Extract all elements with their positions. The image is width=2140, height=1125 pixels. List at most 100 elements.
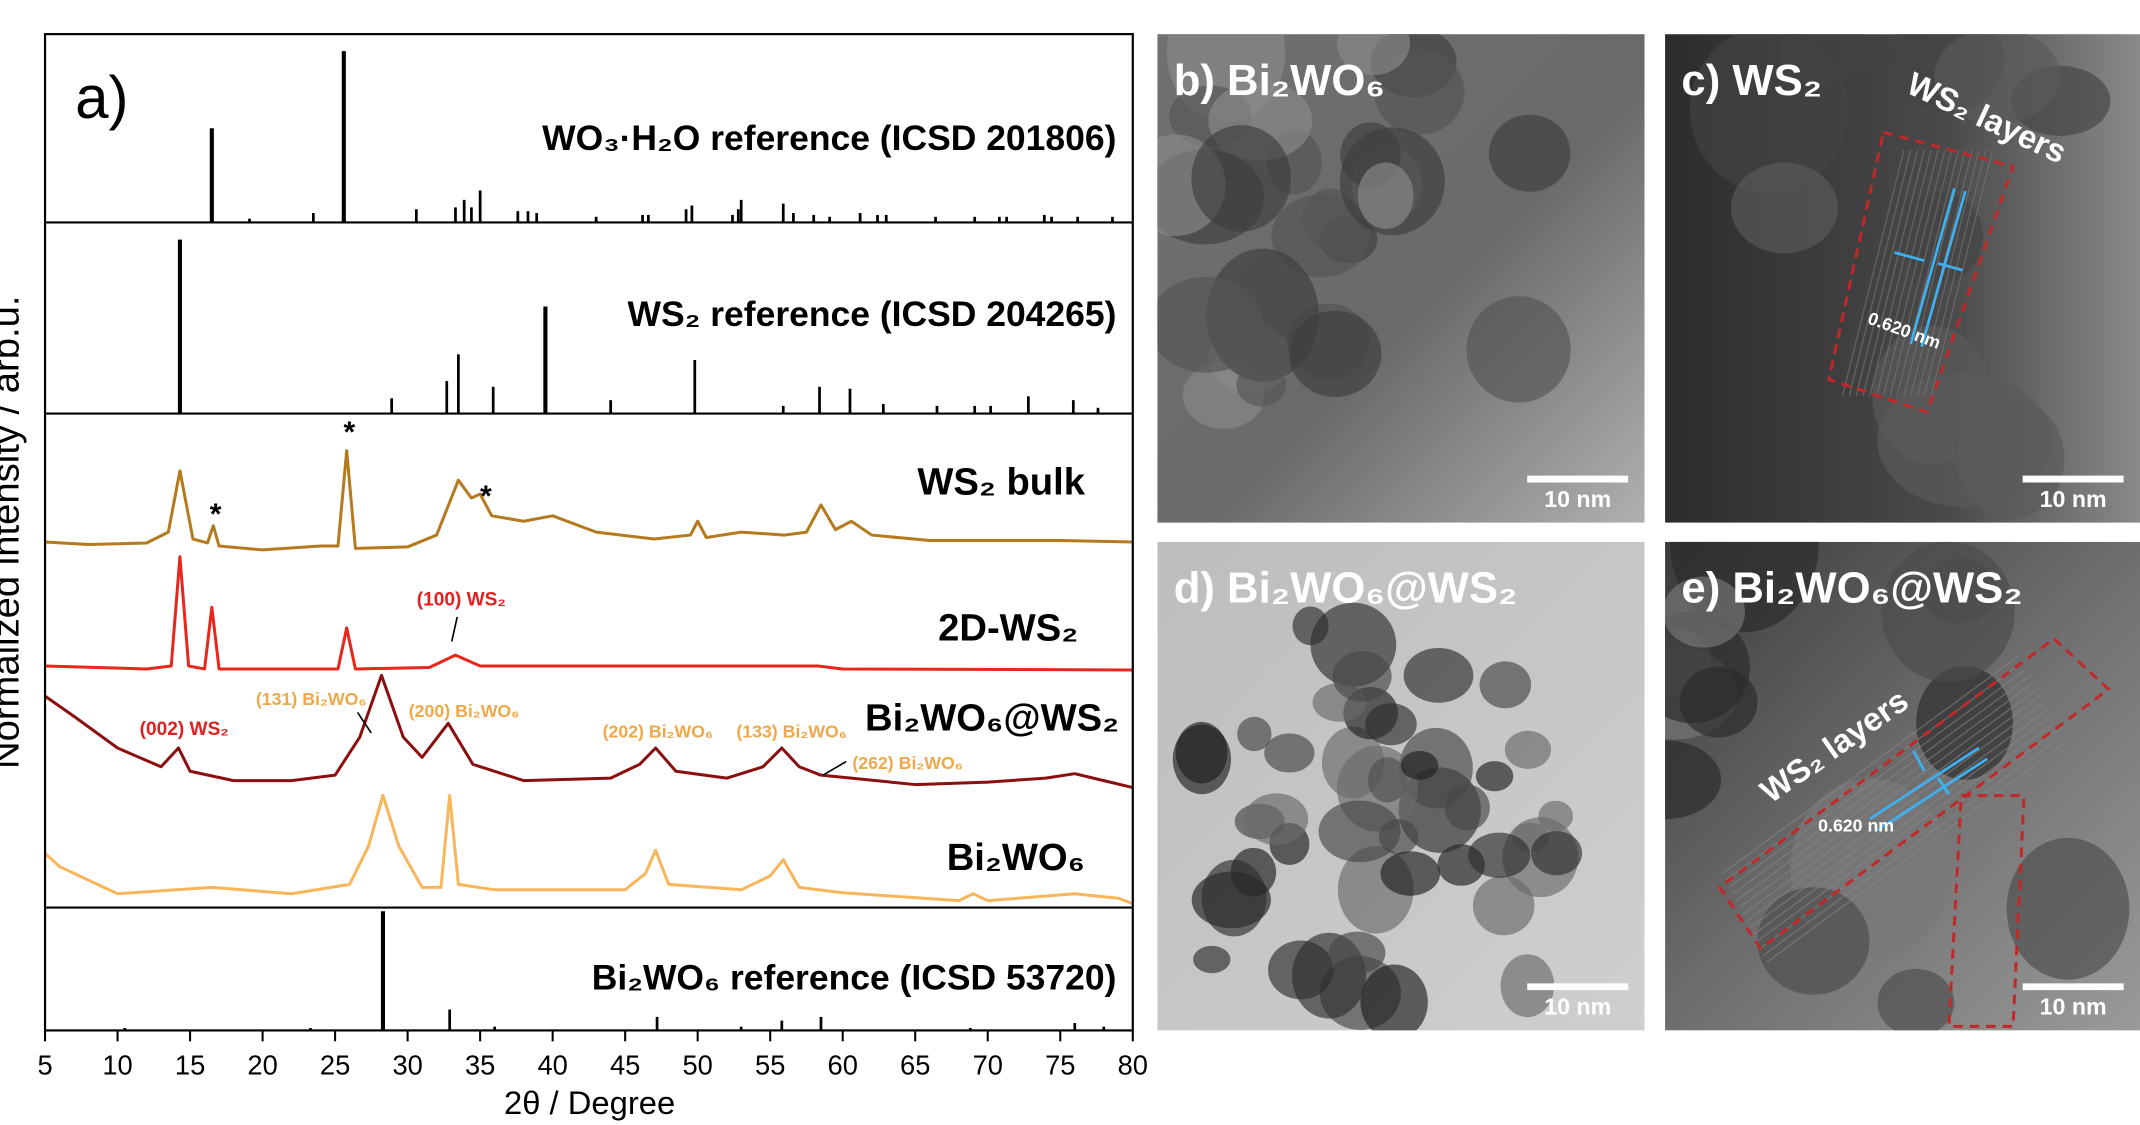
tem-particle [1337,34,1410,76]
tem-particle [1378,819,1419,855]
tem-particle [1466,296,1571,403]
peak-annotation: * [210,498,222,531]
tem-particle [1679,666,1758,738]
x-tick-label: 15 [175,1049,205,1080]
lattice-fringe [1756,722,2055,943]
spacing-arrow [1937,262,1963,272]
xrd-curve [44,449,1133,552]
lattice-fringe [1728,668,2028,888]
tem-particle [1934,34,2061,124]
layer-box [1827,130,2016,415]
lattice-fringe [1869,149,1932,396]
tem-particle [1264,733,1315,773]
peak-annotation: * [480,480,492,513]
tem-image [1665,34,2140,523]
tem-particle [1236,362,1287,407]
x-tick-label: 80 [1118,1049,1148,1080]
tem-particle [1237,716,1272,752]
tem-panel-label: b) Bi₂WO₆ [1174,56,1385,105]
lattice-fringe [1721,654,2021,875]
annotation-leader [356,711,372,734]
tem-particle [1488,114,1571,192]
tem-particle [1665,740,1722,820]
tem-particle [1318,800,1401,863]
x-tick-label: 35 [465,1049,495,1080]
peak-annotation: (133) Bi₂WO₆ [736,722,847,742]
lattice-fringe [1841,149,1905,396]
tem-particle [1778,34,1870,85]
tem-particle [1757,887,1870,995]
x-tick-label: 60 [828,1049,858,1080]
x-axis-label: 2θ / Degree [504,1084,675,1121]
x-tick-label: 30 [392,1049,422,1080]
tem-image [1665,541,2140,1031]
x-tick-label: 55 [755,1049,785,1080]
x-tick-label: 50 [683,1049,713,1080]
tem-particle [1403,648,1474,703]
lattice-fringe [1848,149,1912,396]
tem-particle [1380,851,1441,896]
spacing-line [1869,746,1980,821]
x-tick-label: 70 [973,1049,1003,1080]
x-tick-label: 45 [610,1049,640,1080]
tem-image [1157,541,1645,1031]
series-label: Bi₂WO₆@WS₂ [865,697,1119,740]
series-label: WS₂ reference (ICSD 204265) [628,294,1117,334]
peak-annotation: (202) Bi₂WO₆ [603,722,714,742]
tem-panel-label: c) WS₂ [1681,56,1822,105]
lattice-fringe [1762,736,2062,956]
xrd-curve [44,555,1133,672]
x-tick-label: 5 [37,1049,52,1080]
lattice-fringe [1916,149,1980,396]
series-label: Bi₂WO₆ reference (ICSD 53720) [592,957,1117,997]
panel-label: a) [75,64,128,131]
scale-bar-label: 10 nm [2040,486,2107,512]
tem-particle [1201,859,1267,937]
lattice-fringe [1752,715,2052,936]
lattice-fringe [1735,681,2034,902]
lattice-fringe [1889,149,1953,396]
tem-particle [1665,576,1745,648]
tem-particle [1271,194,1371,278]
x-tick-label: 20 [247,1049,277,1080]
spacing-label: 0.620 nm [1818,816,1894,836]
lattice-fringe [1749,709,2048,929]
tem-image [1157,34,1645,523]
lattice-fringe [1923,149,1987,396]
series-label: WO₃·H₂O reference (ICSD 201806) [542,118,1116,158]
lattice-fringe [1903,149,1966,396]
tem-particle [1292,606,1329,646]
peak-annotation: * [344,416,356,449]
y-axis-label: Normalized intensity / arb.u. [0,296,27,769]
tem-particle [1444,784,1490,831]
annotation-leader [822,760,847,776]
lattice-fringe [1930,149,1994,396]
scale-bar-label: 10 nm [1544,994,1611,1020]
tem-particle [1191,125,1292,232]
lattice-fringe [1739,688,2038,909]
tem-particle [1374,49,1465,135]
tem-particle [1175,721,1228,784]
spacing-arrow [1912,749,1926,772]
lattice-fringe [1896,149,1960,396]
tem-particle [2006,837,2130,980]
series-label: 2D-WS₂ [938,607,1078,650]
tem-particle [1360,964,1428,1031]
spacing-line [1909,187,1956,345]
lattice-fringe [1732,675,2031,895]
tem-particle [1288,310,1382,397]
tem-particle [1365,703,1417,746]
xrd-curve [44,673,1134,789]
series-label: WS₂ bulk [917,461,1085,504]
spacing-line [1920,190,1967,348]
lattice-fringe [1766,743,2065,963]
scale-bar-label: 10 nm [2040,994,2107,1020]
tem-particle [1475,761,1514,792]
tem-particle [1479,661,1532,709]
tem-particle [1193,945,1231,974]
scale-bar-label: 10 nm [1544,486,1611,512]
spacing-arrow [1893,251,1925,262]
tem-particle [1531,831,1583,876]
tem-particle [1504,730,1552,769]
